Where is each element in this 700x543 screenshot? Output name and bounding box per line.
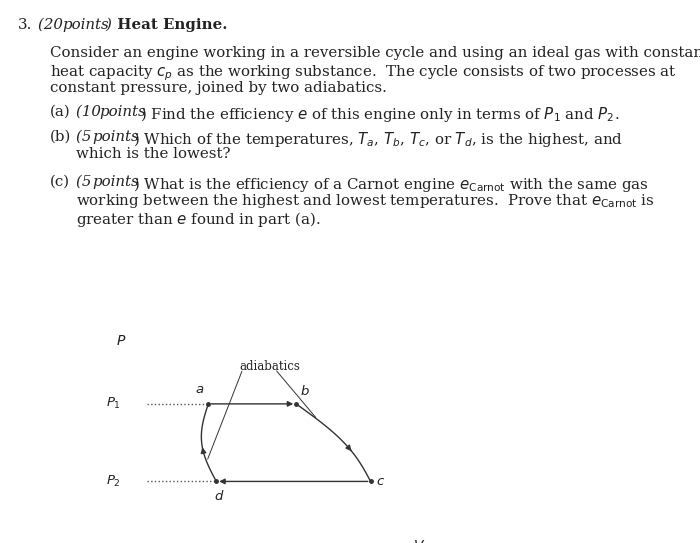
Text: ) Which of the temperatures, $T_a$, $T_b$, $T_c$, or $T_d$, is the highest, and: ) Which of the temperatures, $T_a$, $T_b…	[133, 130, 623, 149]
Text: $a$: $a$	[195, 383, 204, 396]
Text: (5: (5	[76, 175, 94, 189]
Text: constant pressure, joined by two adiabatics.: constant pressure, joined by two adiabat…	[50, 81, 387, 95]
Text: ): )	[105, 18, 111, 32]
Text: which is the lowest?: which is the lowest?	[76, 148, 230, 161]
Text: $d$: $d$	[214, 489, 224, 503]
Text: (10: (10	[76, 105, 104, 119]
Text: points: points	[62, 18, 108, 32]
Text: Consider an engine working in a reversible cycle and using an ideal gas with con: Consider an engine working in a reversib…	[50, 46, 700, 60]
Text: $V$: $V$	[413, 539, 426, 543]
Text: ) What is the efficiency of a Carnot engine $e_{\mathrm{Carnot}}$ with the same : ) What is the efficiency of a Carnot eng…	[133, 175, 649, 194]
Text: Heat Engine.: Heat Engine.	[112, 18, 228, 32]
Text: greater than $e$ found in part (a).: greater than $e$ found in part (a).	[76, 210, 321, 229]
Text: $P_2$: $P_2$	[106, 474, 120, 489]
Text: $P$: $P$	[116, 334, 126, 348]
Text: adiabatics: adiabatics	[239, 359, 300, 372]
Text: $b$: $b$	[300, 384, 310, 399]
Text: 3.: 3.	[18, 18, 32, 32]
Text: (a): (a)	[50, 105, 71, 119]
Text: heat capacity $c_p$ as the working substance.  The cycle consists of two process: heat capacity $c_p$ as the working subst…	[50, 64, 677, 83]
Text: $P_1$: $P_1$	[106, 396, 120, 412]
Text: points: points	[92, 130, 139, 144]
Text: points: points	[99, 105, 146, 119]
Text: (20: (20	[38, 18, 66, 32]
Text: points: points	[92, 175, 139, 189]
Text: working between the highest and lowest temperatures.  Prove that $e_{\mathrm{Car: working between the highest and lowest t…	[76, 193, 654, 211]
Text: (c): (c)	[50, 175, 70, 189]
Text: (b): (b)	[50, 130, 71, 144]
Text: (5: (5	[76, 130, 94, 144]
Text: ) Find the efficiency $e$ of this engine only in terms of $P_1$ and $P_2$.: ) Find the efficiency $e$ of this engine…	[140, 105, 620, 124]
Text: $c$: $c$	[376, 475, 385, 488]
